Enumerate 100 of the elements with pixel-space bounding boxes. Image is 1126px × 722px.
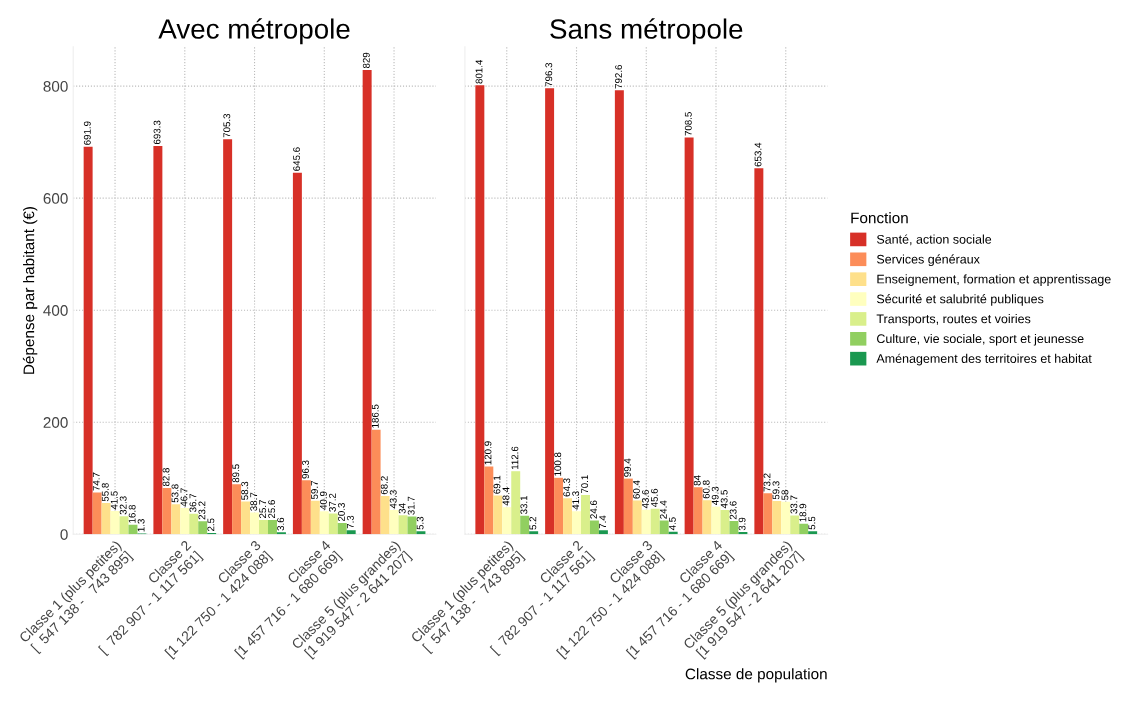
data-label: 708.5	[684, 112, 692, 136]
bar	[502, 507, 512, 535]
bar	[729, 521, 739, 535]
data-label: 69.1	[493, 475, 501, 494]
data-label: 60.8	[702, 480, 710, 499]
bar	[720, 509, 730, 535]
data-label: 68.2	[380, 476, 388, 495]
bar	[380, 496, 390, 535]
data-label: 5.3	[416, 516, 424, 530]
legend-label: Transports, routes et voiries	[876, 314, 1031, 326]
bar	[589, 520, 599, 535]
bar	[346, 530, 356, 535]
data-label: 59.3	[772, 481, 780, 500]
y-axis-title: Dépense par habitant (€)	[22, 207, 38, 374]
data-label: 46.7	[180, 488, 188, 507]
data-label: 58	[781, 490, 789, 501]
bar	[529, 531, 539, 535]
data-label: 24.4	[659, 500, 667, 519]
bar	[198, 521, 208, 535]
y-tick-label: 600	[43, 193, 68, 204]
data-label: 3.9	[738, 517, 746, 531]
bar	[554, 477, 564, 535]
data-label: 25.6	[268, 500, 276, 519]
bar	[162, 487, 172, 535]
legend-label: Santé, action sociale	[876, 234, 992, 246]
data-label: 3.6	[277, 517, 285, 531]
bar	[563, 498, 573, 535]
data-label: 59.7	[311, 481, 318, 500]
data-label: 45.6	[650, 488, 658, 508]
bar	[545, 88, 555, 535]
bar	[337, 522, 347, 535]
bar	[319, 511, 329, 535]
bar	[310, 500, 320, 535]
data-label: 5.5	[808, 516, 816, 530]
data-label: 40.9	[320, 491, 327, 510]
data-label: 96.3	[302, 460, 309, 479]
data-label: 2.5	[207, 518, 215, 531]
bar	[632, 500, 642, 535]
data-label: 7.3	[346, 515, 354, 529]
data-label: 43.6	[641, 489, 649, 509]
data-label: 792.6	[615, 65, 622, 89]
bar	[328, 513, 338, 535]
data-label: 801.4	[475, 59, 483, 84]
y-tick-label: 200	[43, 417, 68, 428]
legend-label: Sécurité et salubrité publiques	[876, 294, 1044, 306]
bar	[781, 501, 791, 535]
bar	[790, 515, 800, 535]
data-label: 33.7	[790, 495, 798, 514]
data-label: 43.3	[389, 490, 397, 509]
data-label: 99.4	[624, 458, 631, 477]
bar	[407, 516, 417, 535]
data-label: 796.3	[545, 62, 553, 87]
data-label: 32.3	[119, 496, 127, 515]
legend-label: Culture, vie sociale, sport et jeunesse	[877, 333, 1084, 346]
data-label: 645.6	[293, 147, 300, 171]
legend-label: Enseignement, formation et apprentissage	[877, 274, 1111, 286]
data-label: 37.2	[328, 493, 336, 512]
data-label: 41.3	[572, 491, 580, 510]
data-label: 31.7	[407, 496, 415, 515]
data-label: 25.7	[259, 500, 267, 519]
bar	[223, 139, 233, 535]
y-tick-label: 800	[43, 81, 68, 92]
bar	[389, 510, 399, 535]
data-label: 48.4	[502, 487, 510, 506]
data-label: 100.8	[554, 452, 562, 476]
bar	[276, 532, 286, 535]
bar	[580, 495, 590, 535]
bar	[493, 495, 503, 535]
data-label: 41.5	[110, 491, 118, 510]
data-label: 693.3	[153, 120, 161, 145]
y-tick-label: 0	[60, 529, 68, 540]
data-label: 60.4	[633, 480, 640, 499]
data-label: 43.5	[720, 490, 728, 509]
bar	[259, 519, 268, 535]
bar	[92, 492, 102, 535]
bar	[702, 500, 712, 535]
data-label: 36.7	[189, 493, 197, 512]
bar	[189, 513, 199, 535]
data-label: 38.7	[250, 492, 258, 511]
legend-label: Aménagement des territoires et habitat	[876, 353, 1092, 366]
data-label: 705.3	[223, 113, 231, 138]
bar	[511, 471, 521, 535]
data-label: 58.3	[241, 481, 249, 500]
bar	[110, 511, 120, 535]
bar	[772, 501, 782, 535]
bar	[572, 511, 581, 535]
data-label: 34	[398, 503, 406, 514]
bar	[659, 520, 669, 535]
bar	[763, 493, 773, 535]
data-label: 89.5	[232, 464, 240, 483]
bar	[693, 487, 703, 535]
bar	[371, 429, 381, 535]
y-tick-label: 400	[43, 305, 68, 316]
bar	[267, 519, 277, 535]
data-label: 49.3	[711, 486, 719, 506]
bar	[362, 69, 372, 535]
bar	[641, 509, 651, 535]
data-label: 18.9	[799, 503, 807, 522]
bar	[623, 478, 633, 535]
data-label: 1.3	[137, 519, 145, 532]
